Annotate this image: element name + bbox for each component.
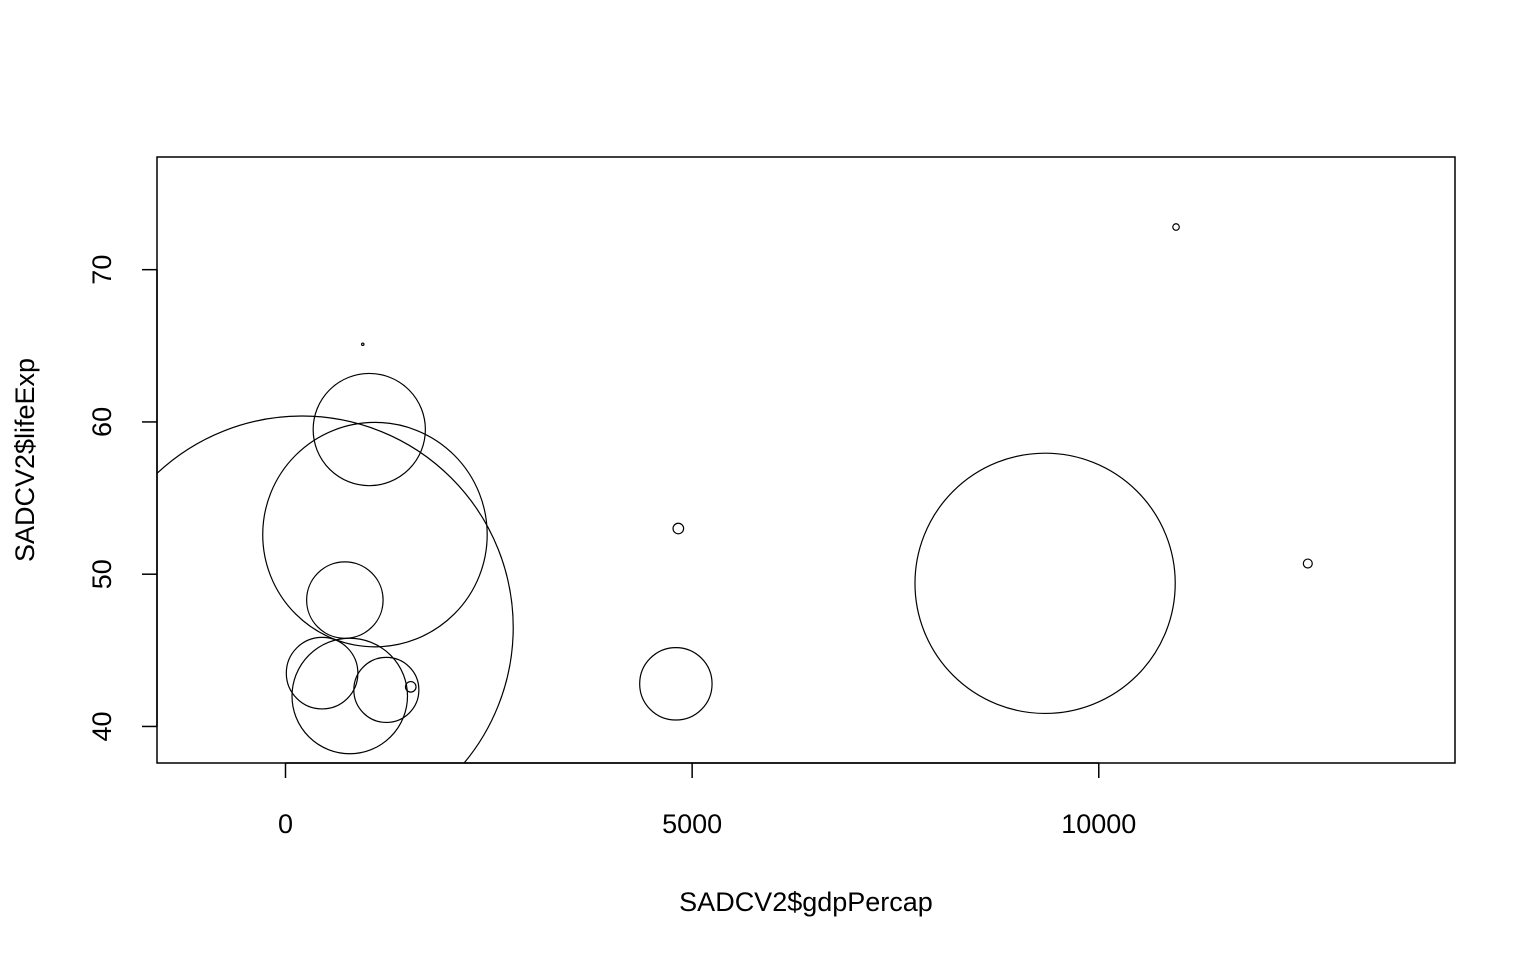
y-tick-label: 40 — [87, 711, 117, 741]
bubble-point-7 — [404, 680, 417, 693]
x-tick-label: 0 — [278, 809, 293, 839]
bubble-point-0 — [157, 415, 514, 763]
y-tick-label: 70 — [87, 255, 117, 285]
bubble-point-2 — [312, 372, 426, 487]
bubble-point-12 — [1172, 223, 1180, 231]
bubble-layer — [157, 223, 1313, 763]
y-tick-label: 60 — [87, 407, 117, 437]
bubble-point-11 — [914, 452, 1176, 715]
bubble-point-8 — [360, 342, 365, 347]
x-axis-label: SADCV2$gdpPercap — [679, 887, 933, 917]
bubble-point-6 — [353, 656, 420, 724]
y-tick-label: 50 — [87, 559, 117, 589]
y-axis: 40 50 60 70 — [87, 255, 158, 741]
plot-frame — [156, 156, 1456, 764]
bubble-point-3 — [306, 561, 384, 639]
bubble-point-5 — [291, 637, 409, 755]
y-axis-label: SADCV2$lifeExp — [10, 358, 40, 562]
x-tick-label: 5000 — [662, 809, 722, 839]
bubble-point-10 — [672, 522, 685, 535]
bubble-point-9 — [639, 647, 713, 721]
bubble-point-13 — [1302, 558, 1313, 569]
x-axis: 0 5000 10000 — [278, 762, 1136, 839]
x-tick-label: 10000 — [1061, 809, 1136, 839]
bubble-point-1 — [262, 421, 488, 648]
